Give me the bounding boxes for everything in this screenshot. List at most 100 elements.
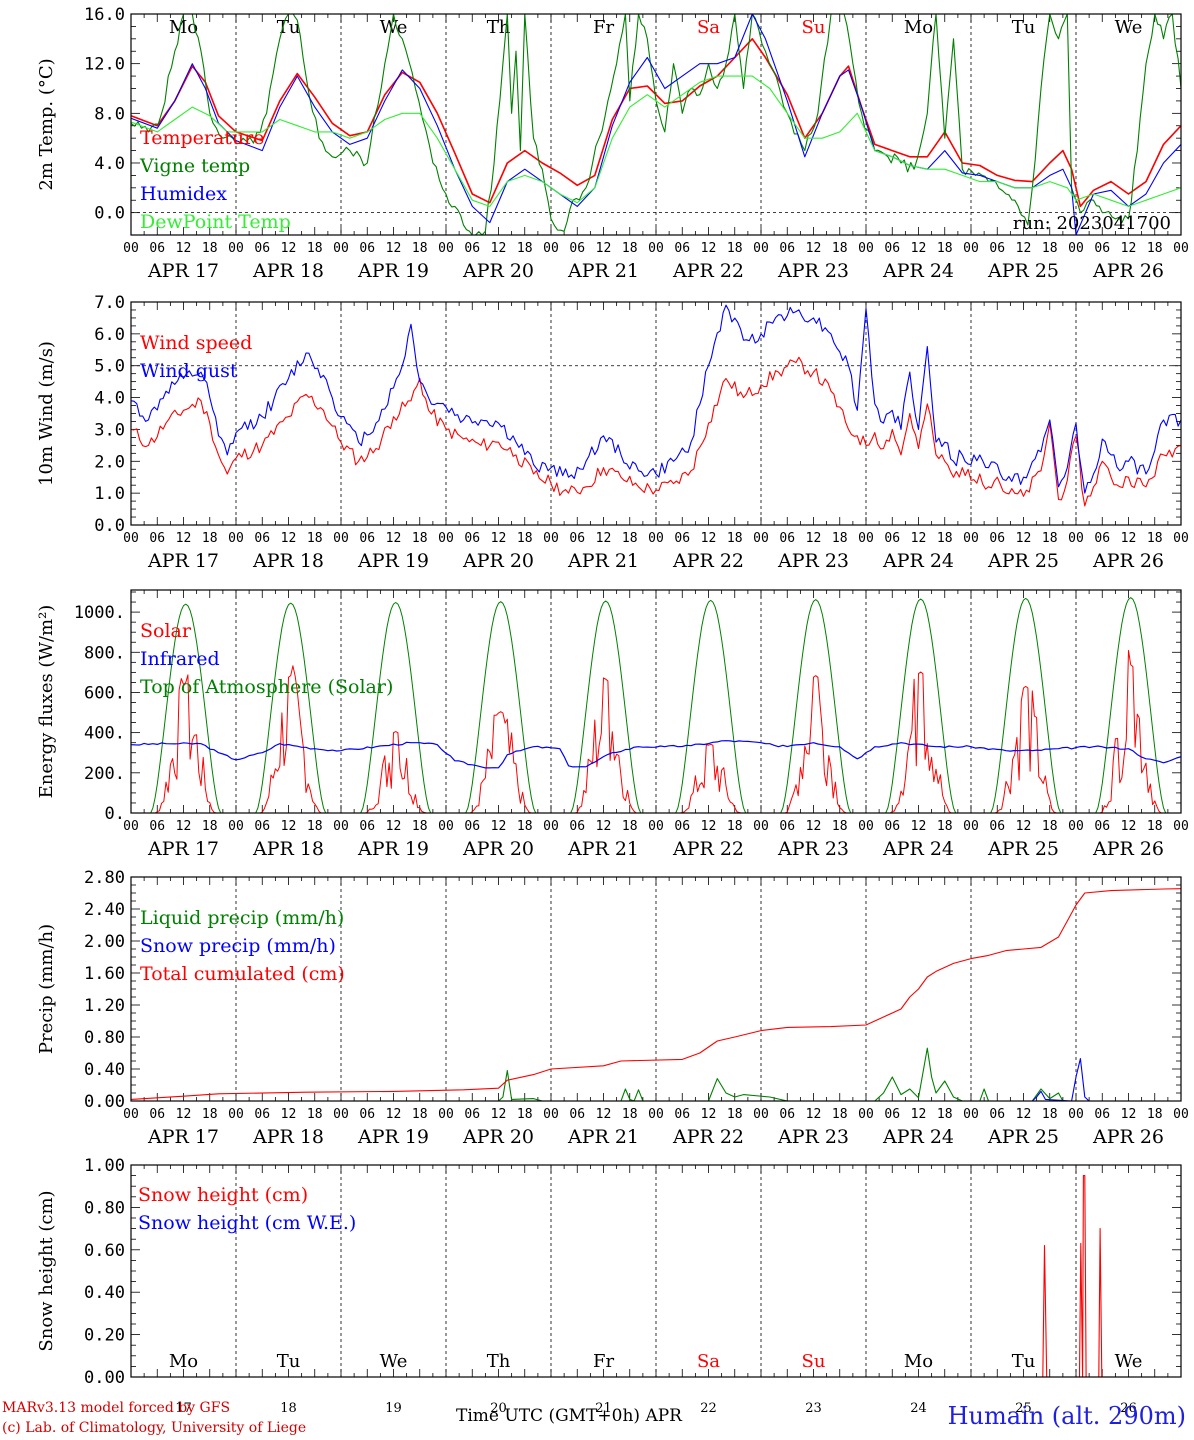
plot-area — [131, 14, 1181, 235]
x-hour-label: 00 — [858, 819, 874, 834]
weekday-label: Fr — [593, 1351, 614, 1372]
x-hour-label: 12 — [1121, 241, 1137, 256]
x-hour-label: 18 — [832, 819, 848, 834]
x-hour-label: 06 — [989, 1107, 1005, 1122]
x-hour-label: 00 — [1068, 1107, 1084, 1122]
x-hour-label: 06 — [569, 241, 585, 256]
plot-frame — [130, 876, 1182, 1102]
y-tick-label: 800. — [84, 643, 125, 663]
x-hour-label: 06 — [1094, 241, 1110, 256]
date-label: APR 21 — [567, 260, 639, 282]
x-hour-label: 18 — [1042, 819, 1058, 834]
date-label: APR 22 — [672, 550, 744, 572]
y-tick-label: 2.80 — [84, 868, 125, 888]
x-hour-label: 12 — [176, 241, 192, 256]
x-hour-label: 12 — [491, 1107, 507, 1122]
x-hour-label: 18 — [202, 819, 218, 834]
x-hour-label: 00 — [543, 819, 559, 834]
x-hour-label: 18 — [307, 531, 323, 546]
y-axis-label: Precip (mm/h) — [36, 924, 57, 1054]
x-hour-label: 06 — [779, 241, 795, 256]
weekday-label: Mo — [904, 17, 933, 38]
day-number-label: 17 — [175, 1401, 192, 1416]
series-temperature — [131, 38, 1181, 208]
x-hour-label: 12 — [806, 1107, 822, 1122]
x-hour-label: 00 — [438, 819, 454, 834]
series-solar — [131, 650, 1181, 813]
credit-lab: (c) Lab. of Climatology, University of L… — [2, 1420, 307, 1436]
x-hour-label: 06 — [464, 241, 480, 256]
x-hour-label: 12 — [386, 1107, 402, 1122]
x-hour-label: 00 — [228, 531, 244, 546]
x-hour-label: 12 — [386, 819, 402, 834]
y-tick-label: 0.0 — [94, 204, 125, 224]
y-axis-label: 10m Wind (m/s) — [36, 341, 57, 486]
weekday-label: We — [380, 17, 408, 38]
x-hour-label: 12 — [386, 241, 402, 256]
x-hour-label: 18 — [517, 241, 533, 256]
x-hour-label: 00 — [1173, 531, 1189, 546]
series-snow-height-cm — [131, 1175, 1181, 1377]
x-hour-label: 12 — [806, 819, 822, 834]
y-tick-label: 1.60 — [84, 964, 125, 984]
x-hour-label: 00 — [123, 819, 139, 834]
x-hour-label: 12 — [701, 241, 717, 256]
day-number-label: 23 — [805, 1401, 822, 1416]
plot-frame — [130, 13, 1182, 236]
y-tick-label: 1.20 — [84, 996, 125, 1016]
x-hour-label: 12 — [176, 531, 192, 546]
x-hour-label: 12 — [701, 531, 717, 546]
weekday-label: Su — [802, 1351, 826, 1372]
y-tick-label: 1.0 — [94, 484, 125, 504]
x-hour-label: 06 — [884, 1107, 900, 1122]
date-label: APR 23 — [777, 838, 849, 860]
x-hour-label: 12 — [596, 531, 612, 546]
y-tick-label: 0.0 — [94, 516, 125, 536]
x-hour-label: 06 — [674, 1107, 690, 1122]
x-hour-label: 00 — [648, 819, 664, 834]
x-hour-label: 12 — [911, 1107, 927, 1122]
x-hour-label: 12 — [1121, 1107, 1137, 1122]
weekday-label: Th — [487, 1351, 511, 1372]
x-hour-label: 06 — [884, 819, 900, 834]
date-label: APR 20 — [462, 838, 534, 860]
plot-area — [131, 304, 1181, 507]
x-hour-label: 18 — [412, 241, 428, 256]
y-tick-label: 4.0 — [94, 154, 125, 174]
date-label: APR 20 — [462, 260, 534, 282]
x-hour-label: 18 — [832, 1107, 848, 1122]
x-hour-label: 18 — [622, 531, 638, 546]
plot-frame — [130, 1164, 1182, 1378]
day-number-label: 21 — [595, 1401, 612, 1416]
date-label: APR 22 — [672, 1126, 744, 1148]
x-hour-label: 12 — [281, 241, 297, 256]
x-hour-label: 18 — [832, 531, 848, 546]
day-number-label: 19 — [385, 1401, 402, 1416]
legend-entry: Infrared — [140, 648, 220, 670]
date-label: APR 23 — [777, 550, 849, 572]
x-hour-label: 00 — [648, 1107, 664, 1122]
date-label: APR 25 — [987, 838, 1059, 860]
y-tick-label: 0.60 — [84, 1241, 125, 1261]
plot-frame — [130, 589, 1182, 814]
date-label: APR 19 — [357, 260, 429, 282]
panel-snow: 0.00 0.20 0.40 0.60 0.80 1.00 Snow height (cm)… — [36, 1156, 1182, 1416]
x-hour-label: 00 — [438, 241, 454, 256]
x-hour-label: 06 — [464, 531, 480, 546]
date-label: APR 19 — [357, 1126, 429, 1148]
x-hour-label: 06 — [149, 241, 165, 256]
x-hour-label: 06 — [674, 241, 690, 256]
x-hour-label: 18 — [202, 531, 218, 546]
series-wind-speed — [131, 356, 1181, 507]
x-hour-label: 18 — [412, 819, 428, 834]
x-hour-label: 18 — [517, 1107, 533, 1122]
date-label: APR 17 — [147, 838, 219, 860]
x-hour-label: 18 — [412, 1107, 428, 1122]
x-hour-label: 18 — [622, 819, 638, 834]
x-hour-label: 12 — [596, 241, 612, 256]
legend-entry: Snow height (cm W.E.) — [138, 1212, 356, 1234]
x-hour-label: 12 — [491, 819, 507, 834]
series-vigne-temp — [131, 14, 1181, 235]
x-hour-label: 06 — [149, 531, 165, 546]
legend-entry: Liquid precip (mm/h) — [140, 907, 344, 929]
